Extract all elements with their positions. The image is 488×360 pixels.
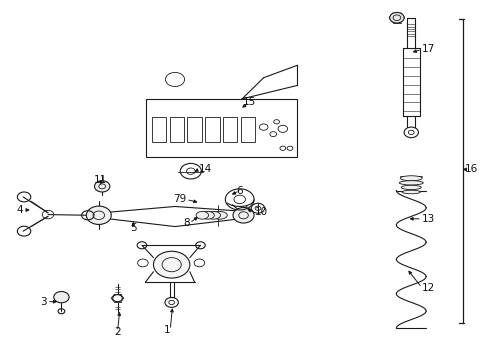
Circle shape [153, 251, 189, 278]
Circle shape [232, 207, 254, 223]
Text: 16: 16 [464, 165, 477, 174]
Text: 14: 14 [199, 165, 212, 174]
Ellipse shape [399, 181, 423, 185]
Text: 13: 13 [421, 214, 434, 224]
Circle shape [94, 181, 110, 192]
Circle shape [389, 13, 403, 23]
Text: 12: 12 [421, 283, 434, 293]
Text: 15: 15 [242, 98, 255, 107]
Ellipse shape [400, 185, 421, 189]
Ellipse shape [206, 211, 220, 219]
Text: 3: 3 [41, 297, 47, 307]
Text: 79: 79 [172, 194, 185, 204]
Text: 1: 1 [163, 325, 170, 335]
Circle shape [86, 206, 111, 224]
Text: 4: 4 [17, 205, 23, 215]
Ellipse shape [401, 190, 420, 194]
Circle shape [54, 292, 69, 303]
Ellipse shape [201, 211, 214, 219]
Text: 11: 11 [94, 175, 107, 185]
Text: 2: 2 [114, 327, 121, 337]
Text: 17: 17 [421, 45, 434, 54]
Ellipse shape [399, 176, 422, 181]
Text: 5: 5 [130, 222, 136, 233]
Ellipse shape [196, 211, 208, 219]
Ellipse shape [211, 211, 227, 219]
Text: 10: 10 [255, 207, 267, 217]
Text: 6: 6 [236, 186, 243, 195]
Text: 8: 8 [183, 218, 189, 228]
